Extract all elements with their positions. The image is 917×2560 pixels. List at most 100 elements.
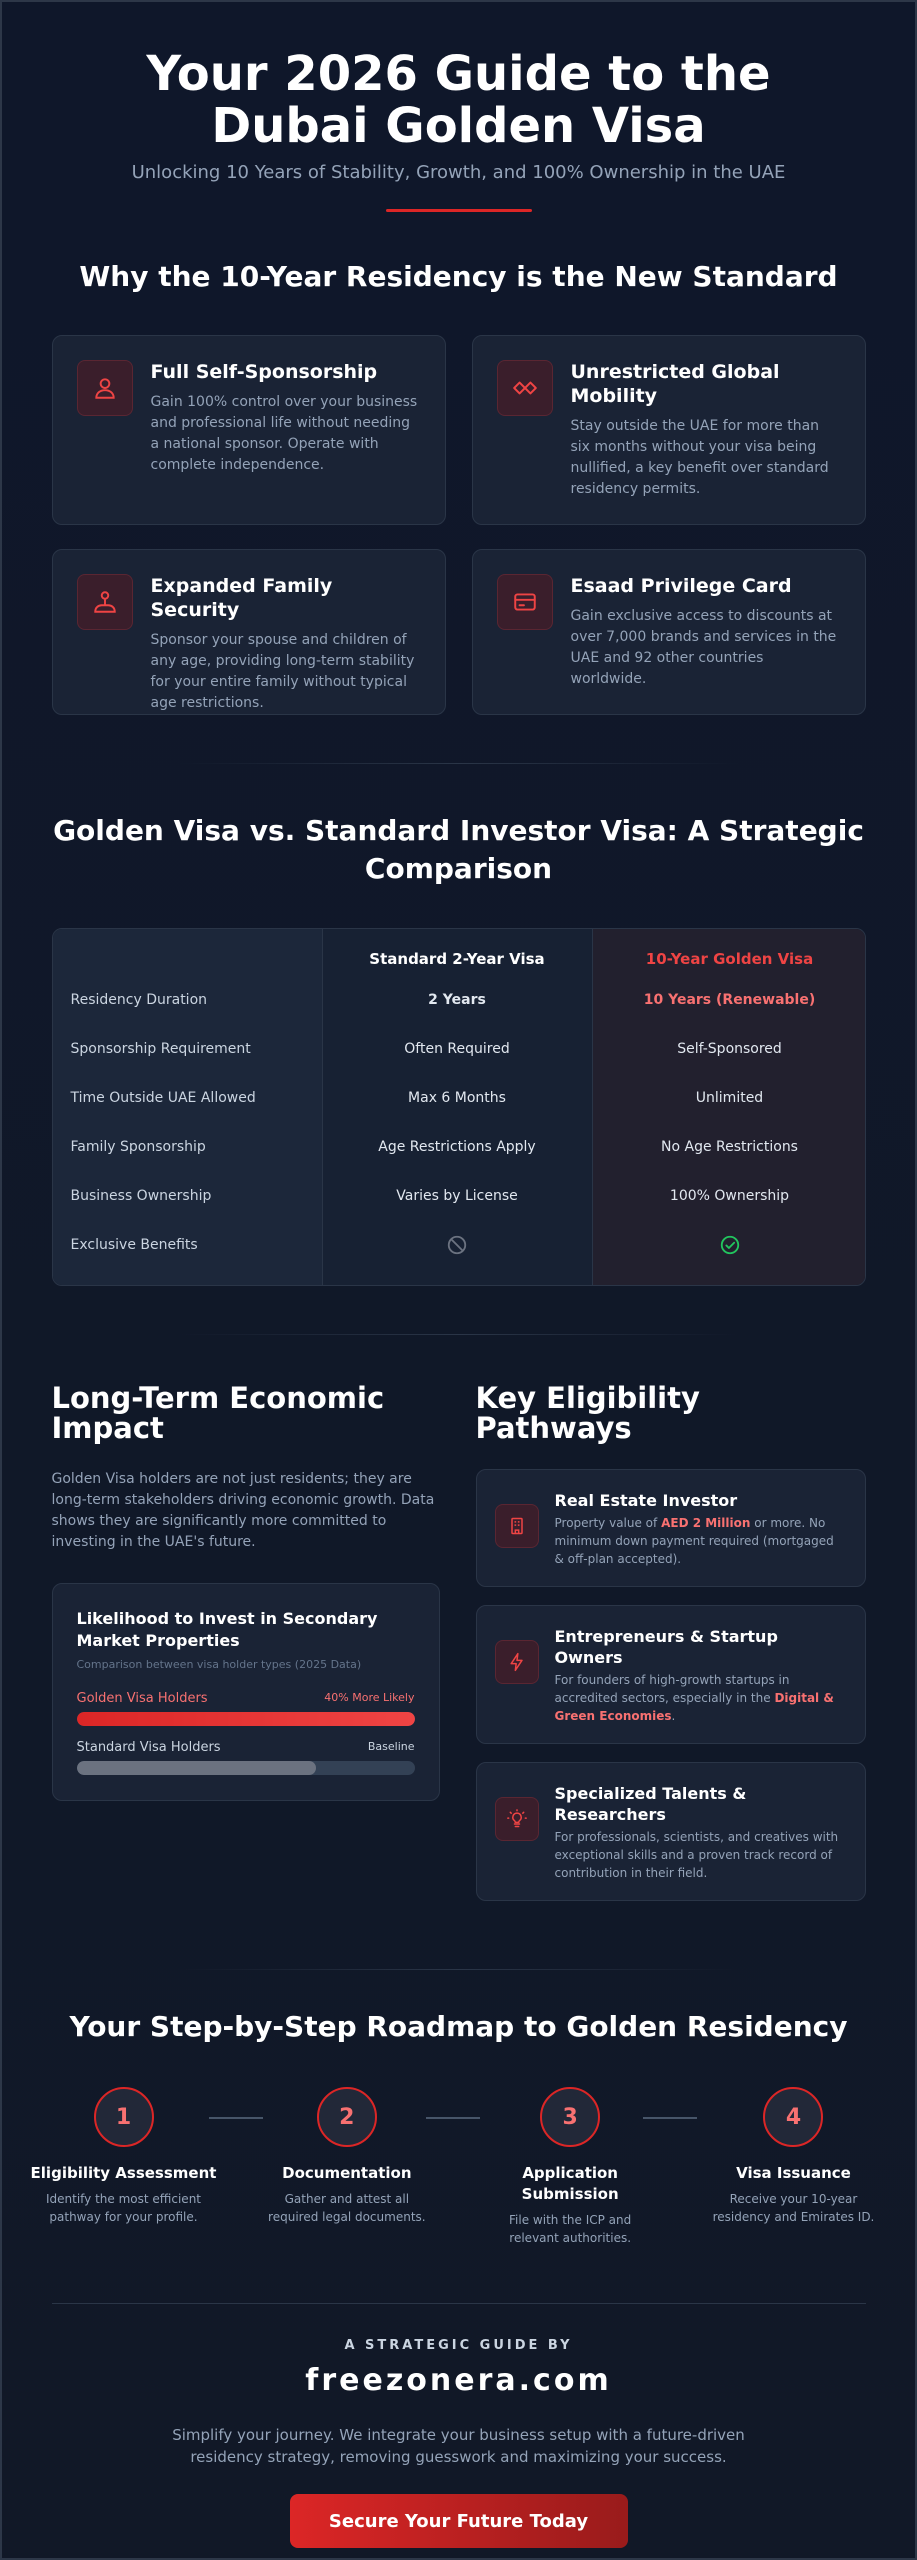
- table-cell: [323, 1220, 592, 1269]
- section-divider: [178, 1334, 739, 1335]
- table-column-golden: 10-Year Golden Visa 10 Years (Renewable)…: [592, 929, 865, 1285]
- table-cell: Self-Sponsored: [677, 1040, 782, 1057]
- step-number: 2: [316, 2087, 377, 2147]
- pathway-card: Specialized Talents & Researchers For pr…: [475, 1762, 866, 1901]
- section-divider: [178, 1969, 739, 1970]
- benefit-card: Full Self-Sponsorship Gain 100% control …: [51, 335, 446, 525]
- step-text: File with the ICP and relevant authoriti…: [509, 2213, 632, 2245]
- lightning-icon: [494, 1640, 539, 1684]
- benefit-card: Unrestricted Global Mobility Stay outsid…: [471, 335, 866, 525]
- brand-name: freezonera.com: [305, 2363, 612, 2398]
- ban-icon: [447, 1235, 467, 1254]
- table-cell: 100% Ownership: [669, 1187, 790, 1204]
- roadmap-step: 1 Eligibility Assessment Identify the mo…: [29, 2087, 219, 2247]
- pathway-title: Real Estate Investor: [554, 1491, 738, 1510]
- pathway-text: For founders of high-growth startups in …: [554, 1673, 834, 1723]
- step-title: Application Submission: [521, 2164, 619, 2203]
- step-number: 4: [763, 2087, 824, 2147]
- pathway-card: Real Estate Investor Property value of A…: [475, 1469, 866, 1587]
- pathway-highlight: AED 2 Million: [661, 1516, 751, 1530]
- step-text: Receive your 10-year residency and Emira…: [712, 2192, 875, 2224]
- bar-fill: [76, 1761, 317, 1775]
- pathway-text: For professionals, scientists, and creat…: [554, 1830, 839, 1880]
- benefit-text: Sponsor your spouse and children of any …: [150, 632, 415, 711]
- page-title: Your 2026 Guide to the Dubai Golden Visa: [146, 46, 771, 154]
- comparison-table: Residency Duration Sponsorship Requireme…: [51, 928, 866, 1286]
- impact-and-pathways: Long-Term Economic Impact Golden Visa ho…: [51, 1381, 866, 1901]
- check-circle-icon: [720, 1235, 739, 1254]
- roadmap-title: Your Step-by-Step Roadmap to Golden Resi…: [69, 2010, 848, 2043]
- footer-kicker: A STRATEGIC GUIDE BY: [344, 2338, 573, 2353]
- bar-meta: 40% More Likely: [324, 1691, 415, 1704]
- table-column-standard: Standard 2-Year Visa 2 Years Often Requi…: [322, 929, 593, 1285]
- page-subtitle: Unlocking 10 Years of Stability, Growth,…: [131, 162, 786, 183]
- impact-text: Golden Visa holders are not just residen…: [51, 1471, 435, 1550]
- table-cell: [593, 1220, 865, 1269]
- global-mobility-icon: [496, 360, 553, 416]
- building-icon: [494, 1504, 539, 1548]
- bar-row: Golden Visa Holders 40% More Likely: [76, 1691, 415, 1726]
- bar-meta: Baseline: [367, 1740, 415, 1753]
- impact-card-title: Likelihood to Invest in Secondary Market…: [76, 1609, 378, 1650]
- table-cell: Max 6 Months: [408, 1089, 506, 1106]
- pathway-title: Entrepreneurs & Startup Owners: [554, 1627, 778, 1667]
- table-cell: Varies by License: [396, 1187, 518, 1204]
- step-text: Gather and attest all required legal doc…: [268, 2192, 426, 2224]
- table-cell: Often Required: [404, 1040, 510, 1057]
- section-divider: [178, 763, 739, 764]
- table-header: 10-Year Golden Visa: [645, 950, 814, 968]
- table-cell: No Age Restrictions: [661, 1138, 798, 1155]
- benefit-card: Esaad Privilege Card Gain exclusive acce…: [471, 549, 866, 715]
- impact-card-note: Comparison between visa holder types (20…: [76, 1658, 362, 1671]
- table-cell: 10 Years (Renewable): [643, 991, 816, 1008]
- pathway-card: Entrepreneurs & Startup Owners For found…: [475, 1605, 866, 1744]
- step-connector: [642, 2117, 697, 2119]
- benefits-title: Why the 10-Year Residency is the New Sta…: [79, 260, 838, 293]
- benefit-text: Gain 100% control over your business and…: [150, 394, 418, 473]
- cta-button[interactable]: Secure Your Future Today: [289, 2494, 628, 2548]
- hero: Your 2026 Guide to the Dubai Golden Visa…: [2, 2, 915, 212]
- section-divider: [51, 2303, 866, 2304]
- pathways-section: Key Eligibility Pathways Real Estate Inv…: [475, 1381, 866, 1901]
- table-header: Standard 2-Year Visa: [369, 950, 545, 968]
- footer-tagline: Simplify your journey. We integrate your…: [172, 2426, 745, 2466]
- impact-section: Long-Term Economic Impact Golden Visa ho…: [51, 1381, 440, 1901]
- roadmap-steps: 1 Eligibility Assessment Identify the mo…: [29, 2087, 889, 2247]
- table-cell: Unlimited: [695, 1089, 764, 1106]
- bar-label: Standard Visa Holders: [76, 1740, 221, 1755]
- pathway-highlight: Digital & Green Economies: [554, 1691, 834, 1723]
- benefit-text: Gain exclusive access to discounts at ov…: [570, 608, 837, 687]
- step-number: 3: [540, 2087, 601, 2147]
- benefit-title: Full Self-Sponsorship: [150, 361, 378, 383]
- footer: A STRATEGIC GUIDE BY freezonera.com Simp…: [2, 2338, 915, 2548]
- card-icon: [496, 574, 553, 630]
- benefit-title: Esaad Privilege Card: [570, 575, 792, 597]
- comparison-title: Golden Visa vs. Standard Investor Visa: …: [53, 814, 864, 885]
- pathways-title: Key Eligibility Pathways: [475, 1381, 700, 1445]
- roadmap-step: 2 Documentation Gather and attest all re…: [252, 2087, 442, 2247]
- lightbulb-icon: [494, 1797, 539, 1841]
- table-cell: 2 Years: [428, 991, 486, 1008]
- table-row-label: Family Sponsorship: [70, 1138, 206, 1155]
- step-connector: [425, 2117, 480, 2119]
- benefits-grid: Full Self-Sponsorship Gain 100% control …: [51, 335, 866, 715]
- step-text: Identify the most efficient pathway for …: [45, 2192, 202, 2224]
- table-header: [53, 943, 322, 975]
- family-icon: [76, 574, 133, 630]
- table-row-label: Sponsorship Requirement: [70, 1040, 251, 1057]
- user-icon: [76, 360, 133, 416]
- bar-row: Standard Visa Holders Baseline: [76, 1740, 415, 1775]
- table-row-label: Business Ownership: [70, 1187, 212, 1204]
- benefit-title: Expanded Family Security: [150, 575, 333, 621]
- step-title: Documentation: [282, 2164, 412, 2182]
- table-column-labels: Residency Duration Sponsorship Requireme…: [52, 929, 323, 1285]
- impact-title: Long-Term Economic Impact: [51, 1381, 385, 1445]
- step-title: Eligibility Assessment: [30, 2164, 217, 2182]
- bar-fill: [76, 1712, 415, 1726]
- table-row-label: Time Outside UAE Allowed: [70, 1089, 256, 1106]
- benefit-text: Stay outside the UAE for more than six m…: [570, 418, 829, 497]
- benefit-card: Expanded Family Security Sponsor your sp…: [51, 549, 446, 715]
- bar-track: [76, 1712, 415, 1726]
- table-cell: Age Restrictions Apply: [378, 1138, 536, 1155]
